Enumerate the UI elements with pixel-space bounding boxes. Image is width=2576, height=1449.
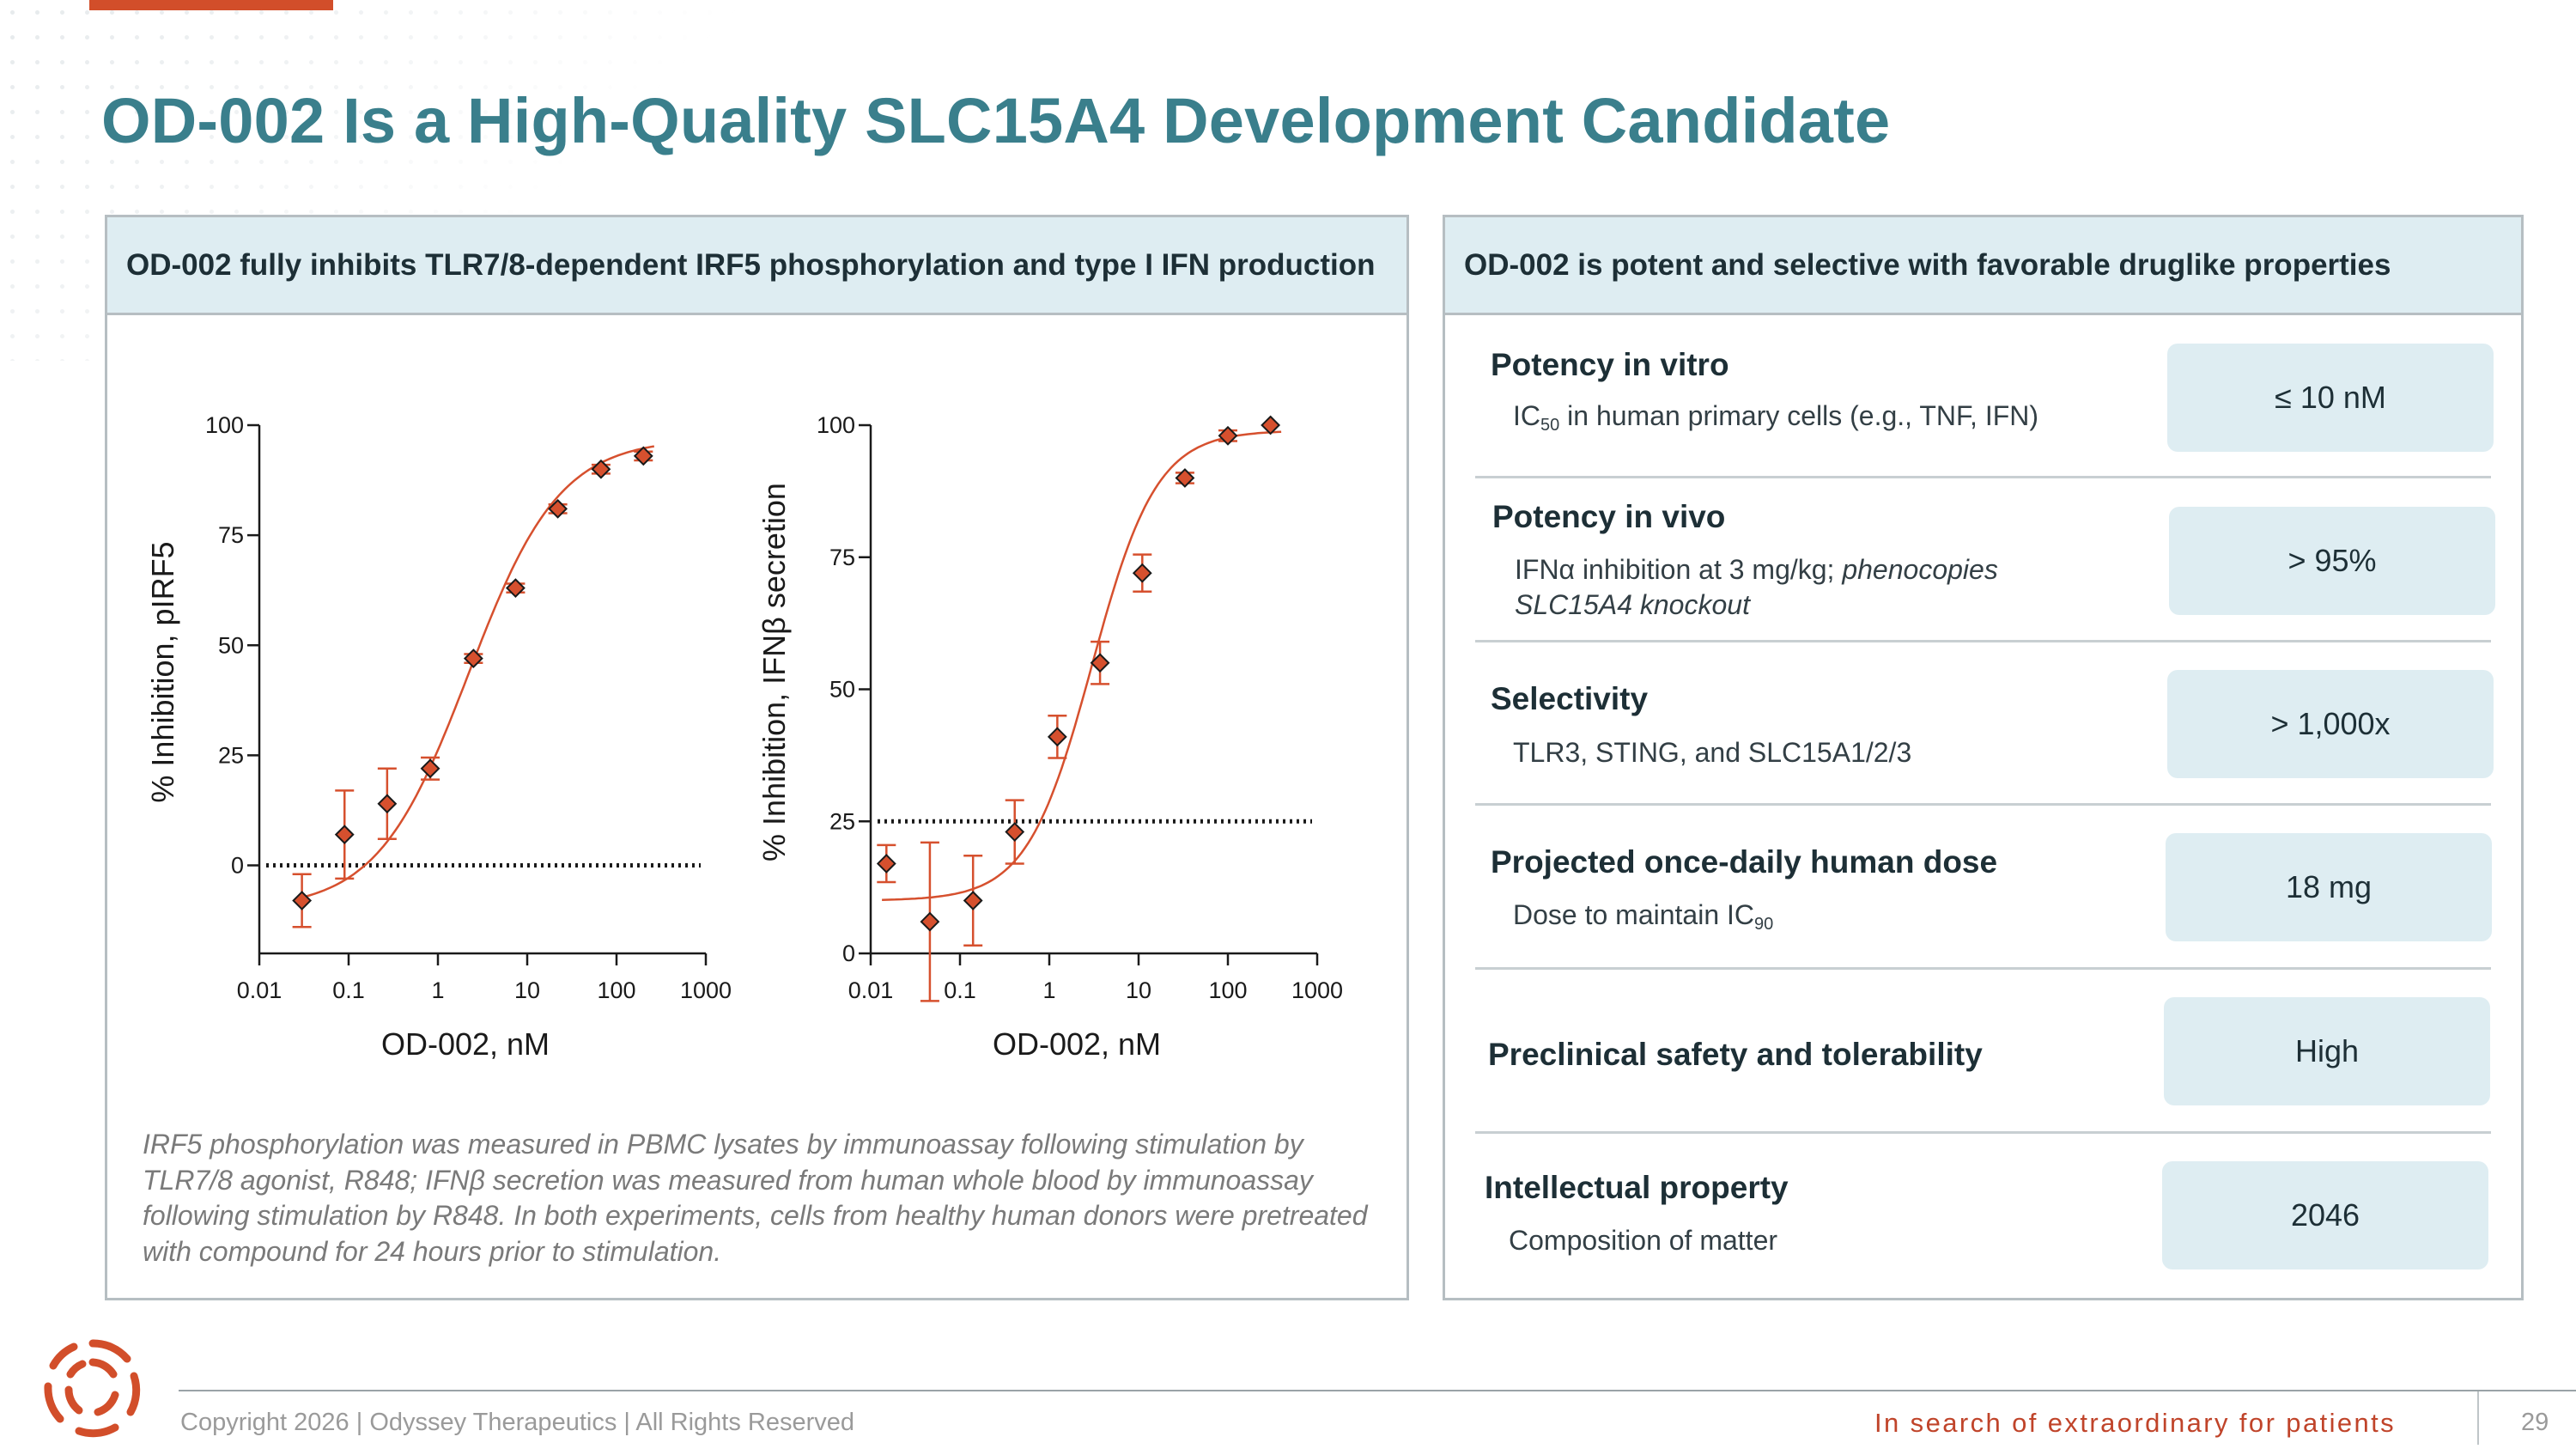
y-axis-label: % Inhibition, pIRF5 [145, 541, 180, 802]
y-axis-label: % Inhibition, IFNβ secretion [756, 483, 792, 861]
row-selectivity-value: > 1,000x [2167, 670, 2494, 778]
data-point [920, 911, 940, 932]
left-panel: OD-002 fully inhibits TLR7/8-dependent I… [105, 215, 1409, 1300]
y-tick-label: 75 [218, 522, 244, 548]
x-tick-label: 1000 [1291, 977, 1343, 1003]
data-point [876, 854, 896, 874]
y-tick-label: 75 [829, 545, 855, 570]
x-axis-label: OD-002, nM [993, 1026, 1161, 1062]
data-point [377, 794, 398, 814]
y-tick-label: 0 [842, 941, 855, 966]
y-tick-label: 100 [205, 412, 244, 438]
data-point [463, 648, 483, 669]
y-tick-label: 50 [218, 632, 244, 658]
row-ip-value: 2046 [2162, 1161, 2488, 1269]
row-potency-in-vivo-title: Potency in vivo [1492, 499, 1726, 534]
x-tick-label: 10 [514, 977, 540, 1003]
right-panel-header: OD-002 is potent and selective with favo… [1445, 217, 2521, 315]
footer-vertical-divider [2477, 1391, 2479, 1445]
row-ip-title: Intellectual property [1485, 1170, 1789, 1205]
footer-divider [179, 1390, 2576, 1391]
data-point [292, 891, 313, 910]
chart-caption: IRF5 phosphorylation was measured in PBM… [143, 1129, 1368, 1267]
fit-curve [297, 445, 655, 900]
data-point [1261, 415, 1281, 435]
x-tick-label: 1000 [680, 977, 732, 1003]
data-point [1218, 425, 1238, 446]
page-number: 29 [2521, 1409, 2549, 1436]
data-point [1132, 563, 1152, 583]
data-point [334, 825, 355, 845]
row-safety-title: Preclinical safety and tolerability [1488, 1037, 1983, 1072]
row-selectivity-sub: TLR3, STING, and SLC15A1/2/3 [1513, 737, 1912, 768]
row-safety-value: High [2164, 997, 2490, 1105]
data-point [1175, 468, 1195, 488]
data-point [1047, 727, 1067, 747]
row-potency-in-vitro-sub: IC50 in human primary cells (e.g., TNF, … [1513, 400, 2039, 435]
row-separator [1475, 1131, 2491, 1134]
row-human-dose-value: 18 mg [2166, 833, 2492, 941]
slide-title: OD-002 Is a High-Quality SLC15A4 Develop… [101, 85, 1891, 156]
data-point [633, 446, 653, 466]
y-tick-label: 0 [231, 853, 244, 879]
fit-curve [882, 430, 1282, 901]
row-potency-in-vitro-value: ≤ 10 nM [2167, 344, 2494, 452]
chart-pirf5: 0 25 50 75 100 0.01 0.1 1 10 100 1000 OD-002, nM % I… [145, 412, 732, 1062]
x-tick-label: 0.01 [848, 977, 894, 1003]
chart-ifnb: 0 25 50 75 100 0.01 0.1 1 10 100 1000 OD-002, nM % I… [756, 412, 1343, 1062]
x-tick-label: 0.1 [332, 977, 365, 1003]
x-tick-label: 100 [597, 977, 635, 1003]
x-axis-label: OD-002, nM [381, 1026, 550, 1062]
odyssey-swirl-logo-icon [44, 1339, 141, 1438]
row-potency-in-vivo-sub: IFNα inhibition at 3 mg/kg; phenocopies S… [1515, 554, 1998, 620]
data-point [548, 498, 568, 519]
row-ip-sub: Composition of matter [1509, 1225, 1778, 1256]
data-point [420, 758, 440, 779]
x-tick-label: 0.1 [944, 977, 976, 1003]
row-selectivity-title: Selectivity [1491, 681, 1649, 716]
footer-tagline: In search of extraordinary for patients [1874, 1408, 2397, 1438]
x-tick-label: 10 [1126, 977, 1151, 1003]
row-separator [1475, 803, 2491, 806]
row-potency-in-vivo-value: > 95% [2169, 507, 2495, 615]
data-point [1090, 653, 1110, 673]
row-separator [1475, 967, 2491, 970]
row-human-dose-sub: Dose to maintain IC90 [1513, 899, 1774, 934]
x-tick-label: 100 [1208, 977, 1247, 1003]
data-point [963, 891, 983, 910]
row-separator [1475, 476, 2491, 478]
data-point [505, 578, 526, 599]
x-tick-label: 0.01 [237, 977, 283, 1003]
data-point [591, 459, 611, 479]
footer-copyright: Copyright 2026 | Odyssey Therapeutics | … [180, 1409, 855, 1436]
y-tick-label: 50 [829, 677, 855, 703]
row-separator [1475, 640, 2491, 642]
row-potency-in-vitro-title: Potency in vitro [1491, 347, 1729, 382]
y-tick-label: 25 [218, 742, 244, 768]
x-tick-label: 1 [431, 977, 444, 1003]
row-human-dose-title: Projected once-daily human dose [1491, 844, 1998, 880]
left-panel-header: OD-002 fully inhibits TLR7/8-dependent I… [107, 217, 1406, 315]
data-point [1005, 822, 1025, 842]
x-tick-label: 1 [1042, 977, 1055, 1003]
y-tick-label: 100 [817, 412, 855, 438]
y-tick-label: 25 [829, 808, 855, 834]
